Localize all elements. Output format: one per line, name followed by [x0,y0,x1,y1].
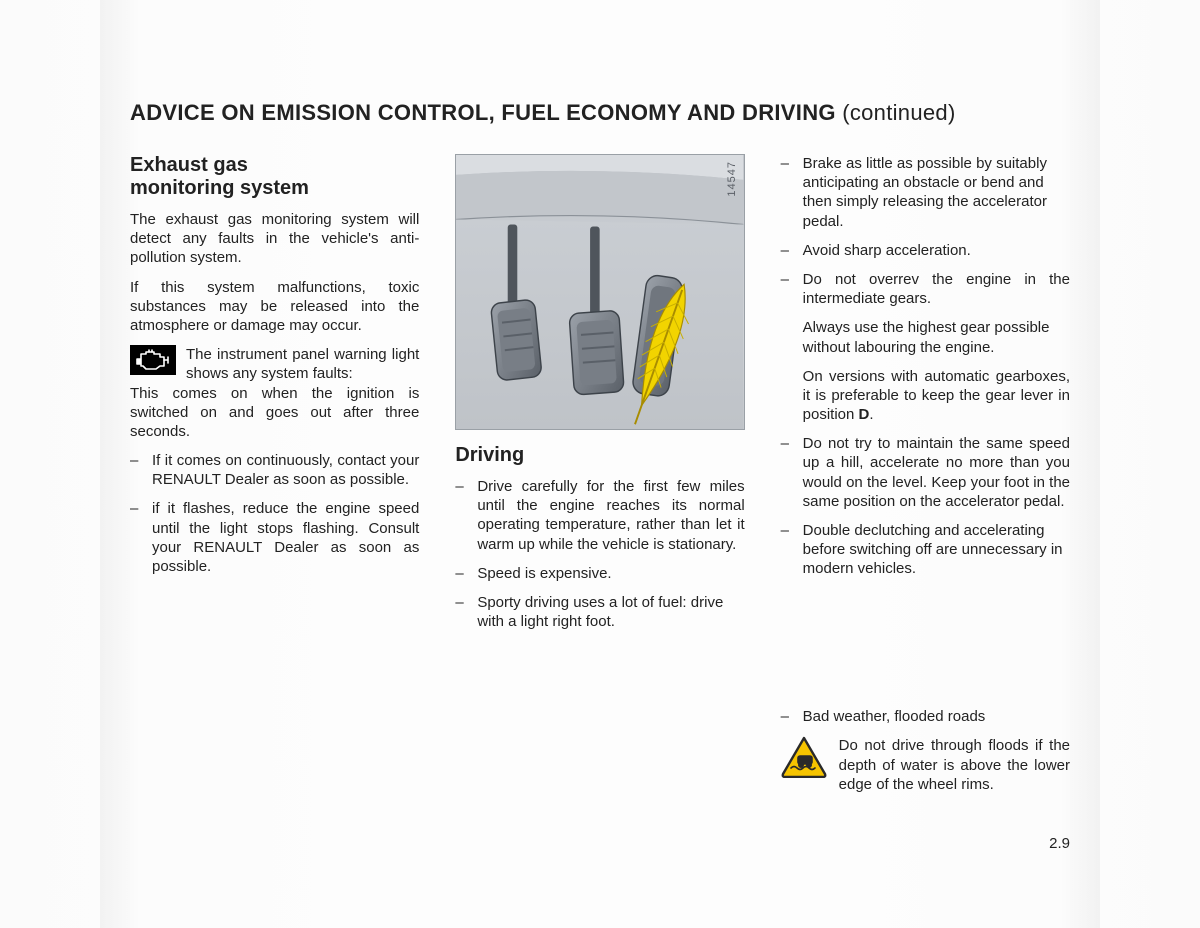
list: Bad weather, flooded roads [781,707,1070,726]
list-item: Do not overrev the engine in the interme… [781,270,1070,308]
warning-triangle-icon [781,736,827,783]
list-item: Speed is expensive. [455,564,744,583]
indent-paragraph: On versions with automatic gearboxes, it… [803,367,1070,425]
title-suffix: (continued) [836,100,956,125]
heading-line-1: Exhaust gas [130,154,248,176]
column-1: Exhaust gas monitoring system The exhaus… [130,154,419,794]
list: Brake as little as possible by suitably … [781,154,1070,308]
text-run: On versions with automatic gearboxes, it… [803,368,1070,423]
icon-paragraph-lead: The instrument panel warning light shows… [186,345,419,383]
list-item: If it comes on continuously, contact you… [130,451,419,489]
engine-warning-icon [130,345,176,375]
list: If it comes on continuously, contact you… [130,451,419,576]
list-item: Bad weather, flooded roads [781,707,1070,726]
column-2: 14547 [455,154,744,794]
heading-line-2: monitoring system [130,177,309,199]
page-title: ADVICE ON EMISSION CONTROL, FUEL ECONOMY… [130,100,1070,126]
pedals-figure: 14547 [455,154,744,430]
manual-page: ADVICE ON EMISSION CONTROL, FUEL ECONOMY… [0,0,1200,928]
section-heading-exhaust: Exhaust gas monitoring system [130,154,419,200]
page-number: 2.9 [1049,835,1070,852]
indent-paragraph: Always use the highest gear possible wit… [803,318,1070,356]
figure-id: 14547 [726,161,738,197]
list-item: Double declutching and accelerating befo… [781,521,1070,579]
engine-warning-row: The instrument panel warning light shows… [130,345,419,383]
text-run: . [869,406,873,423]
paragraph: If this system malfunctions, toxic subst… [130,278,419,336]
columns: Exhaust gas monitoring system The exhaus… [130,154,1070,794]
icon-paragraph-rest: This comes on when the ignition is switc… [130,384,419,442]
col3-bottom: Bad weather, flooded roads [781,707,1070,794]
section-heading-driving: Driving [455,444,744,467]
list: Do not try to maintain the same speed up… [781,434,1070,578]
list-item: Avoid sharp acceleration. [781,241,1070,260]
list-item: Brake as little as possible by suitably … [781,154,1070,231]
flood-warning: Do not drive through floods if the depth… [781,736,1070,794]
list-item: Drive carefully for the first few miles … [455,477,744,554]
col3-top: Brake as little as possible by suitably … [781,154,1070,589]
list-item: Do not try to maintain the same speed up… [781,434,1070,511]
column-3: Brake as little as possible by suitably … [781,154,1070,794]
list-item: if it flashes, reduce the engine speed u… [130,499,419,576]
gear-letter: D [859,406,870,423]
warning-text: Do not drive through floods if the depth… [839,736,1070,794]
list: Drive carefully for the first few miles … [455,477,744,631]
list-item: Sporty driving uses a lot of fuel: drive… [455,593,744,631]
title-main: ADVICE ON EMISSION CONTROL, FUEL ECONOMY… [130,100,836,125]
paragraph: The exhaust gas monitoring system will d… [130,210,419,268]
